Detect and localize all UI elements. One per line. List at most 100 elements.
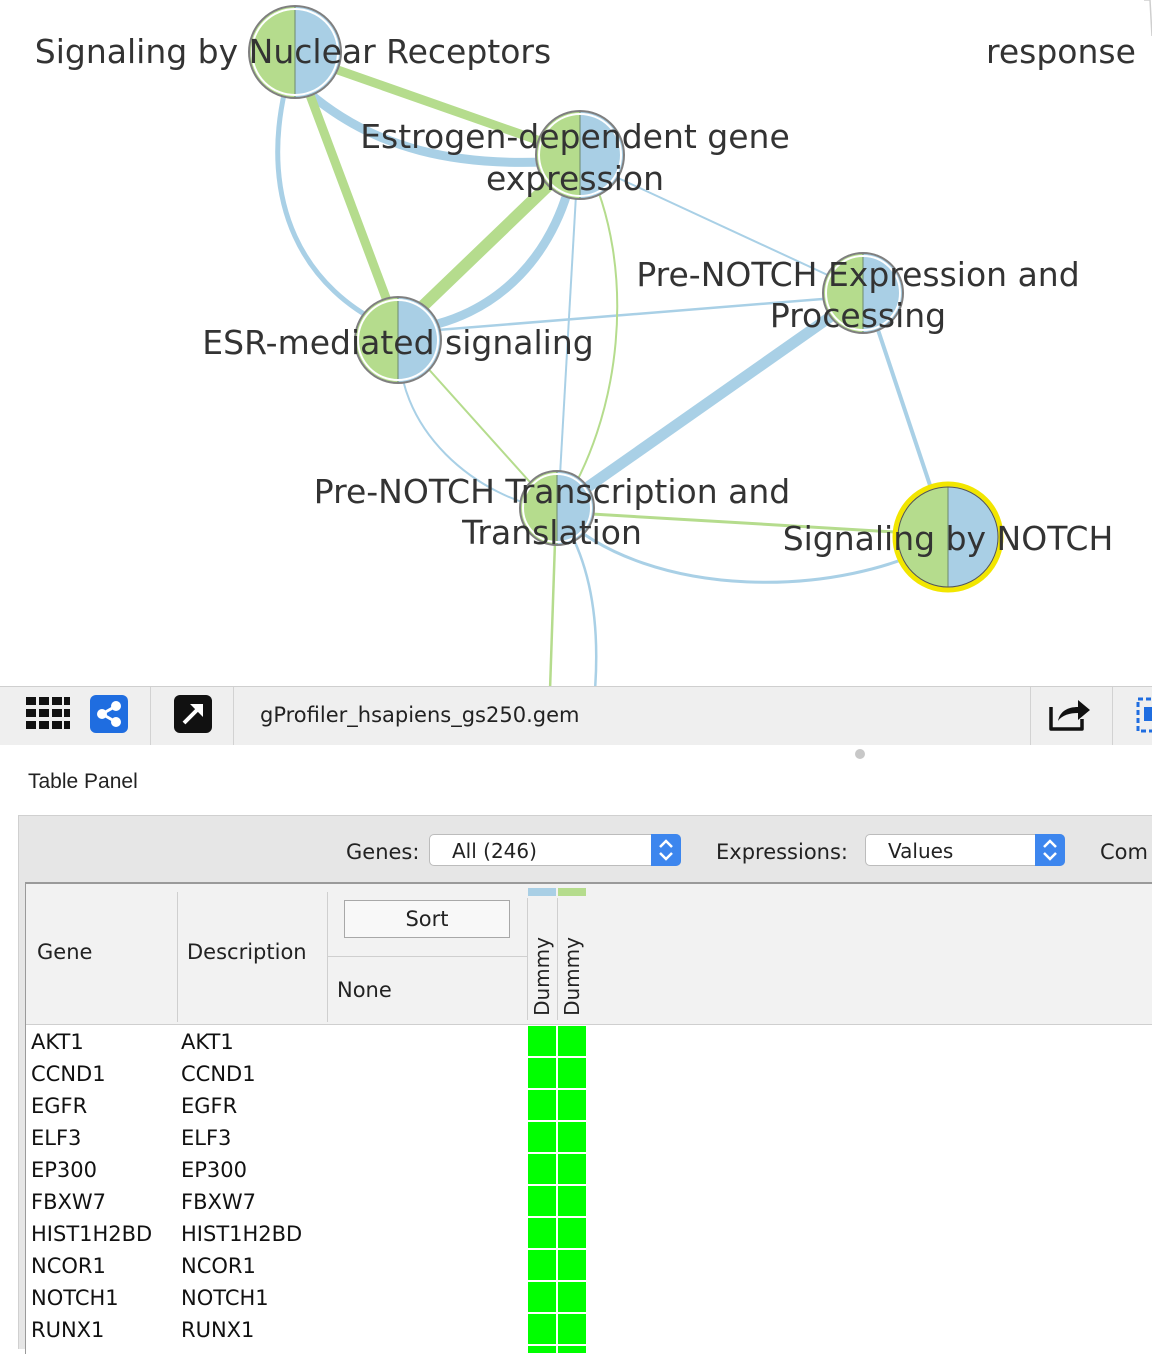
table-header: Gene Description Sort None Dummy Dummy: [26, 884, 1152, 1025]
node-label-signaling-notch: Signaling by NOTCH: [783, 519, 1114, 558]
window-edge: [1142, 0, 1152, 37]
gene-cell: RUNX1: [31, 1318, 105, 1342]
node-label-estrogen-dependent: expression: [486, 159, 664, 198]
selection-icon[interactable]: [1136, 697, 1152, 735]
gene-cell: NOTCH1: [31, 1286, 119, 1310]
table-row[interactable]: FBXW7 FBXW7: [26, 1186, 1152, 1218]
network-toolbar: gProfiler_hsapiens_gs250.gem: [0, 686, 1152, 746]
description-cell: HIST1H2BD: [181, 1222, 303, 1246]
edge-snr-estrogen-green[interactable]: [293, 50, 582, 160]
description-cell: CCND1: [181, 1062, 256, 1086]
heatmap-cell[interactable]: [528, 1186, 556, 1217]
heatmap-cell[interactable]: [528, 1154, 556, 1185]
heatmap-cell[interactable]: [528, 1026, 556, 1057]
heatmap-cell[interactable]: [528, 1122, 556, 1153]
gene-cell: NCOR1: [31, 1254, 106, 1278]
class-color-bar: [558, 888, 586, 896]
node-label-signaling-nuclear-receptors: Signaling by Nuclear Receptors: [35, 32, 551, 71]
heatmap-cell[interactable]: [558, 1154, 586, 1185]
gene-cell: HIST1H2BD: [31, 1222, 153, 1246]
open-external-icon[interactable]: [174, 695, 212, 733]
table-row[interactable]: EP300 EP300: [26, 1154, 1152, 1186]
class-color-bar: [528, 888, 556, 896]
gene-cell: ELF3: [31, 1126, 82, 1150]
genes-select[interactable]: All (246): [429, 834, 681, 866]
heatmap-cell[interactable]: [528, 1314, 556, 1345]
node-label-response-cut: response: [986, 32, 1136, 71]
heatmap-cell[interactable]: [528, 1250, 556, 1281]
expression-column-header[interactable]: Dummy: [527, 898, 556, 1020]
table-panel: Genes: All (246) Expressions: Values Com…: [18, 815, 1152, 1354]
description-cell: ELF3: [181, 1126, 232, 1150]
table-row[interactable]: CCND1 CCND1: [26, 1058, 1152, 1090]
gene-cell: AKT1: [31, 1030, 84, 1054]
edge-trans-notch-green[interactable]: [557, 510, 946, 537]
genes-select-value: All (246): [452, 839, 537, 863]
heatmap-cell[interactable]: [558, 1250, 586, 1281]
chevron-updown-icon: [1035, 834, 1065, 866]
edge-estrogen-trans-blue[interactable]: [557, 159, 579, 511]
grid-icon[interactable]: [26, 697, 70, 731]
genes-label: Genes:: [346, 840, 420, 864]
heatmap-cell[interactable]: [528, 1218, 556, 1249]
description-cell: RUNX1: [181, 1318, 255, 1342]
description-cell: NOTCH1: [181, 1286, 269, 1310]
chevron-updown-icon: [651, 834, 681, 866]
gene-column-header[interactable]: Gene: [37, 940, 93, 964]
description-cell: EP300: [181, 1158, 248, 1182]
node-label-esr-mediated: ESR-mediated signaling: [202, 323, 593, 362]
splitter-handle[interactable]: [855, 749, 865, 759]
heatmap-cell[interactable]: [528, 1090, 556, 1121]
panel-title: Table Panel: [28, 770, 138, 793]
edge-estrogen-trans-green[interactable]: [559, 159, 619, 511]
table-row[interactable]: RUNX1 RUNX1: [26, 1314, 1152, 1346]
description-column-header[interactable]: Description: [187, 940, 307, 964]
table-row[interactable]: NCOR1 NCOR1: [26, 1250, 1152, 1282]
heatmap-cell[interactable]: [558, 1282, 586, 1313]
node-label-pre-notch-transcription: Translation: [461, 513, 642, 552]
network-canvas[interactable]: Signaling by Nuclear Receptors Estrogen-d…: [0, 0, 1152, 686]
heatmap-cell[interactable]: [558, 1090, 586, 1121]
heatmap-cell[interactable]: [558, 1218, 586, 1249]
sort-none-label: None: [337, 978, 392, 1002]
edge-prenotch-trans-exp[interactable]: [551, 291, 864, 515]
heatmap-cell[interactable]: [558, 1314, 586, 1345]
table-row[interactable]: HIST1H2BD HIST1H2BD: [26, 1218, 1152, 1250]
edge-estrogen-prenotch-exp[interactable]: [589, 164, 861, 291]
heatmap-cell[interactable]: [558, 1346, 586, 1354]
panel-splitter[interactable]: [0, 745, 1152, 765]
heatmap-cell[interactable]: [558, 1122, 586, 1153]
heatmap-cell[interactable]: [558, 1026, 586, 1057]
edge-snr-estrogen-blue[interactable]: [296, 81, 576, 167]
share-network-icon[interactable]: [90, 695, 128, 733]
heatmap-cell[interactable]: [528, 1058, 556, 1089]
heatmap-cell[interactable]: [528, 1282, 556, 1313]
export-icon[interactable]: [1048, 695, 1092, 733]
expressions-select-value: Values: [888, 839, 954, 863]
network-labels: Signaling by Nuclear Receptors Estrogen-d…: [35, 32, 1136, 558]
table-row[interactable]: EGFR EGFR: [26, 1090, 1152, 1122]
description-cell: AKT1: [181, 1030, 234, 1054]
description-cell: NCOR1: [181, 1254, 256, 1278]
node-pre-notch-expression[interactable]: [822, 252, 904, 334]
gene-cell: FBXW7: [31, 1190, 106, 1214]
heatmap-cell[interactable]: [558, 1058, 586, 1089]
heatmap-cell[interactable]: [558, 1186, 586, 1217]
network-view[interactable]: Signaling by Nuclear Receptors Estrogen-d…: [0, 0, 1152, 686]
sort-button[interactable]: Sort: [344, 900, 510, 938]
table-row[interactable]: AKT1 AKT1: [26, 1026, 1152, 1058]
table-row[interactable]: NOTCH1 NOTCH1: [26, 1282, 1152, 1314]
table-row[interactable]: ELF3 ELF3: [26, 1122, 1152, 1154]
gene-cell: EP300: [31, 1158, 98, 1182]
expression-column-header[interactable]: Dummy: [557, 898, 586, 1020]
node-label-pre-notch-transcription: Pre-NOTCH Transcription and: [314, 472, 790, 511]
edge-esr-prenotch-exp[interactable]: [399, 294, 861, 335]
gene-cell: CCND1: [31, 1062, 106, 1086]
description-cell: FBXW7: [181, 1190, 256, 1214]
edge-snr-esr-green[interactable]: [290, 53, 403, 332]
edge-snr-esr-blue-outer[interactable]: [275, 89, 396, 333]
com-label: Com: [1100, 840, 1148, 864]
expressions-select[interactable]: Values: [865, 834, 1065, 866]
heatmap-table: Gene Description Sort None Dummy Dummy A…: [25, 882, 1152, 1354]
heatmap-cell[interactable]: [528, 1346, 556, 1354]
